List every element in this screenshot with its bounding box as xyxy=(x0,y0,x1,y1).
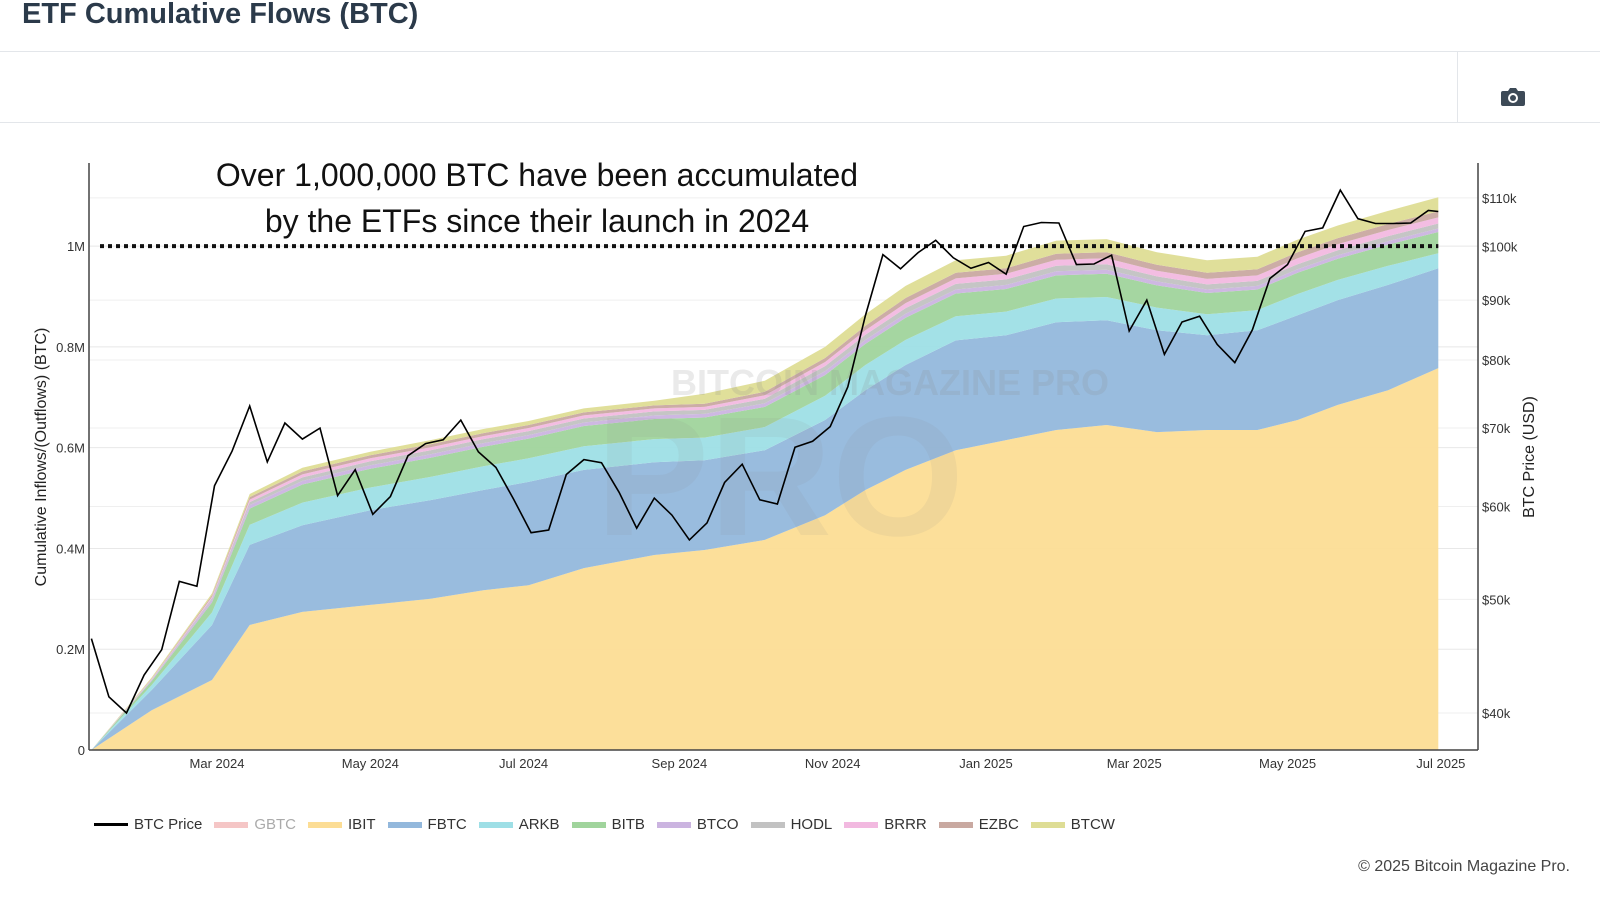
legend-item-ezbc[interactable]: EZBC xyxy=(938,816,1019,833)
x-tick-label: May 2025 xyxy=(1259,756,1316,771)
legend-swatch xyxy=(478,821,513,828)
y2-tick-label: $70k xyxy=(1482,421,1511,436)
area-arkb xyxy=(91,253,1439,750)
legend-label: EZBC xyxy=(978,816,1019,833)
y2-tick-label: $50k xyxy=(1482,592,1511,607)
x-tick-label: Mar 2024 xyxy=(190,756,245,771)
y2-tick-label: $110k xyxy=(1482,191,1517,206)
annotation-line-1: Over 1,000,000 BTC have been accumulated xyxy=(216,157,858,193)
x-tick-label: May 2024 xyxy=(342,756,399,771)
y-tick-label: 0 xyxy=(78,743,85,758)
legend-item-btcw[interactable]: BTCW xyxy=(1030,816,1115,833)
page-title: ETF Cumulative Flows (BTC) xyxy=(22,0,419,30)
legend-swatch xyxy=(938,821,973,828)
y-tick-label: 0.4M xyxy=(56,541,85,556)
y2-axis-title: BTC Price (USD) xyxy=(1521,396,1538,518)
area-fbtc xyxy=(91,268,1439,750)
watermark-logo: PRO xyxy=(596,382,964,572)
legend-item-btc-price[interactable]: BTC Price xyxy=(94,816,202,833)
x-tick-label: Sep 2024 xyxy=(652,756,708,771)
watermark: BITCOIN MAGAZINE PRO xyxy=(671,362,1109,403)
legend: BTC Price GBTC IBIT FBTC ARKB BITB BTCO HODL BRR… xyxy=(94,816,1127,833)
area-ibit xyxy=(91,368,1439,750)
legend-label: FBTC xyxy=(427,816,467,833)
legend-item-btco[interactable]: BTCO xyxy=(656,816,739,833)
y2-tick-label: $60k xyxy=(1482,500,1511,515)
legend-item-hodl[interactable]: HODL xyxy=(750,816,833,833)
copyright: © 2025 Bitcoin Magazine Pro. xyxy=(1358,858,1570,875)
legend-swatch xyxy=(214,821,249,828)
x-tick-label: Mar 2025 xyxy=(1107,756,1162,771)
legend-swatch xyxy=(387,821,422,828)
legend-label: BRRR xyxy=(884,816,927,833)
y-tick-label: 0.6M xyxy=(56,441,85,456)
legend-item-bitb[interactable]: BITB xyxy=(571,816,645,833)
legend-label: IBIT xyxy=(348,816,376,833)
legend-label: GBTC xyxy=(254,816,297,833)
y2-tick-label: $90k xyxy=(1482,293,1511,308)
legend-label: BTCW xyxy=(1070,816,1115,833)
x-tick-label: Jan 2025 xyxy=(959,756,1013,771)
annotation-line-2: by the ETFs since their launch in 2024 xyxy=(265,203,809,239)
btc-price-line xyxy=(90,188,1439,715)
header-divider xyxy=(0,51,1600,52)
legend-swatch xyxy=(1030,821,1065,828)
legend-label: BTC Price xyxy=(134,816,203,833)
legend-swatch xyxy=(308,821,343,828)
x-tick-label: Nov 2024 xyxy=(805,756,861,771)
legend-label: ARKB xyxy=(518,816,560,833)
legend-label: BITB xyxy=(611,816,645,833)
legend-item-arkb[interactable]: ARKB xyxy=(478,816,560,833)
y2-tick-label: $100k xyxy=(1482,239,1518,254)
legend-swatch xyxy=(571,821,606,828)
legend-item-ibit[interactable]: IBIT xyxy=(308,816,376,833)
y2-tick-label: $80k xyxy=(1482,353,1511,368)
legend-item-brrr[interactable]: BRRR xyxy=(844,816,927,833)
legend-item-fbtc[interactable]: FBTC xyxy=(387,816,467,833)
toolbar-divider-bottom xyxy=(0,122,1600,123)
x-tick-label: Jul 2024 xyxy=(499,756,548,771)
legend-swatch xyxy=(656,821,691,828)
legend-item-gbtc[interactable]: GBTC xyxy=(214,816,296,833)
y2-tick-label: $40k xyxy=(1482,706,1511,721)
x-tick-label: Jul 2025 xyxy=(1416,756,1465,771)
legend-label: HODL xyxy=(790,816,833,833)
y-tick-label: 1M xyxy=(67,239,85,254)
legend-swatch xyxy=(844,821,879,828)
y-tick-label: 0.8M xyxy=(56,340,85,355)
y-tick-label: 0.2M xyxy=(56,642,85,657)
legend-swatch xyxy=(94,823,128,826)
toolbar-divider xyxy=(1457,52,1458,122)
legend-swatch xyxy=(750,821,785,828)
camera-icon[interactable] xyxy=(1500,86,1526,108)
y-axis-title: Cumulative Inflows/(Outflows) (BTC) xyxy=(33,328,50,587)
legend-label: BTCO xyxy=(696,816,739,833)
area-bitb xyxy=(91,232,1439,750)
